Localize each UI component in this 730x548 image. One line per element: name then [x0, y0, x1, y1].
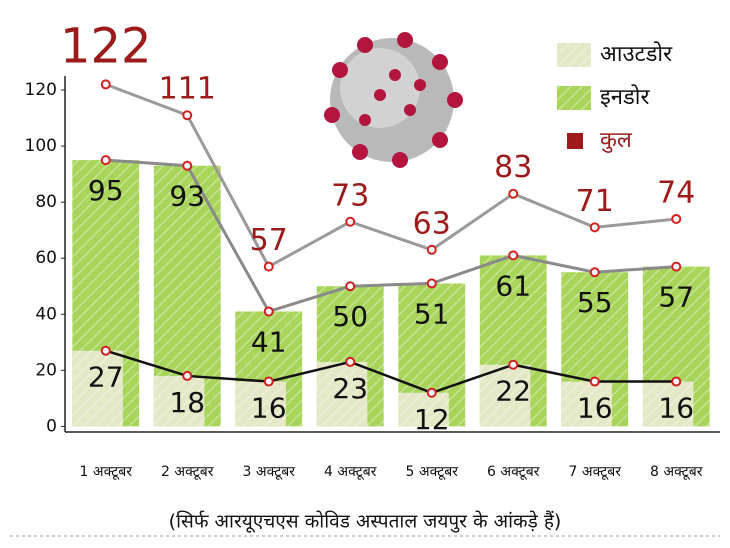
- bar-hatch: [398, 392, 449, 427]
- value-label: 55: [577, 286, 613, 319]
- value-label: 50: [332, 300, 368, 333]
- x-tick-label: 5 अक्टूबर: [406, 464, 459, 480]
- y-tick-label: 0: [46, 416, 57, 436]
- legend-hatch: [557, 86, 591, 110]
- point: [263, 376, 274, 387]
- y-tick-label: 60: [35, 248, 57, 268]
- series-line: [105, 83, 677, 269]
- bar-hatch: [479, 364, 531, 427]
- legend-label: इनडोर: [600, 84, 650, 110]
- bar-hatch: [316, 361, 368, 427]
- value-label: 12: [414, 403, 450, 436]
- virus-illustration: [324, 32, 463, 168]
- value-label: 16: [658, 392, 694, 425]
- point: [345, 216, 356, 227]
- value-label: 93: [169, 180, 205, 213]
- point: [182, 110, 193, 121]
- point: [508, 250, 519, 261]
- value-label: 51: [414, 297, 450, 330]
- point: [589, 376, 600, 387]
- point: [589, 267, 600, 278]
- value-label: 22: [495, 375, 531, 408]
- x-tick-label: 1 अक्टूबर: [80, 464, 133, 480]
- value-label: 71: [576, 184, 614, 219]
- value-label: 95: [88, 174, 124, 207]
- point: [100, 155, 111, 166]
- point: [426, 244, 437, 255]
- y-tick-label: 20: [35, 360, 57, 380]
- series-line: [105, 349, 677, 395]
- value-label: 73: [331, 178, 369, 213]
- value-label: 41: [251, 325, 287, 358]
- value-label: 111: [159, 72, 216, 107]
- value-label: 27: [88, 361, 124, 394]
- point: [100, 345, 111, 356]
- value-label: 83: [494, 150, 532, 185]
- value-label: 57: [658, 281, 694, 314]
- value-label: 63: [413, 206, 451, 241]
- bar-hatch: [153, 375, 205, 427]
- bar-hatch: [72, 350, 123, 427]
- point: [345, 281, 356, 292]
- y-tick-label: 40: [35, 304, 57, 324]
- series-line: [105, 158, 677, 314]
- point: [426, 387, 437, 398]
- legend-label: आउटडोर: [600, 41, 673, 67]
- legend-hatch: [557, 43, 591, 67]
- value-label: 23: [332, 372, 368, 405]
- point: [182, 160, 193, 171]
- point: [345, 356, 356, 367]
- bar-hatch: [235, 381, 286, 427]
- point: [182, 370, 193, 381]
- x-tick-label: 4 अक्टूबर: [324, 464, 377, 480]
- point: [589, 222, 600, 233]
- bar-hatch: [642, 381, 694, 427]
- x-tick-label: 2 अक्टूबर: [161, 464, 214, 480]
- value-label: 74: [657, 175, 695, 210]
- point: [671, 261, 682, 272]
- point: [508, 359, 519, 370]
- footnote: (सिर्फ आरयूएचएस कोविड अस्पताल जयपुर के आ…: [169, 510, 562, 534]
- y-tick-label: 100: [25, 136, 57, 156]
- y-tick-label: 80: [35, 192, 57, 212]
- x-tick-label: 8 अक्टूबर: [650, 464, 703, 480]
- value-label: 57: [250, 223, 288, 258]
- point: [426, 278, 437, 289]
- x-tick-label: 7 अक्टूबर: [569, 464, 622, 480]
- legend-label: कुल: [600, 128, 633, 153]
- point: [263, 306, 274, 317]
- y-tick-label: 120: [25, 80, 57, 100]
- point: [100, 79, 111, 90]
- point: [671, 376, 682, 387]
- legend-swatch: [567, 133, 583, 149]
- value-label: 16: [577, 392, 613, 425]
- value-label: 122: [60, 18, 152, 74]
- x-tick-label: 6 अक्टूबर: [487, 464, 540, 480]
- value-label: 61: [495, 269, 531, 302]
- point: [263, 261, 274, 272]
- point: [671, 213, 682, 224]
- x-tick-label: 3 अक्टूबर: [243, 464, 296, 480]
- bar-hatch: [561, 381, 612, 427]
- point: [508, 188, 519, 199]
- value-label: 18: [169, 386, 205, 419]
- value-label: 16: [251, 392, 287, 425]
